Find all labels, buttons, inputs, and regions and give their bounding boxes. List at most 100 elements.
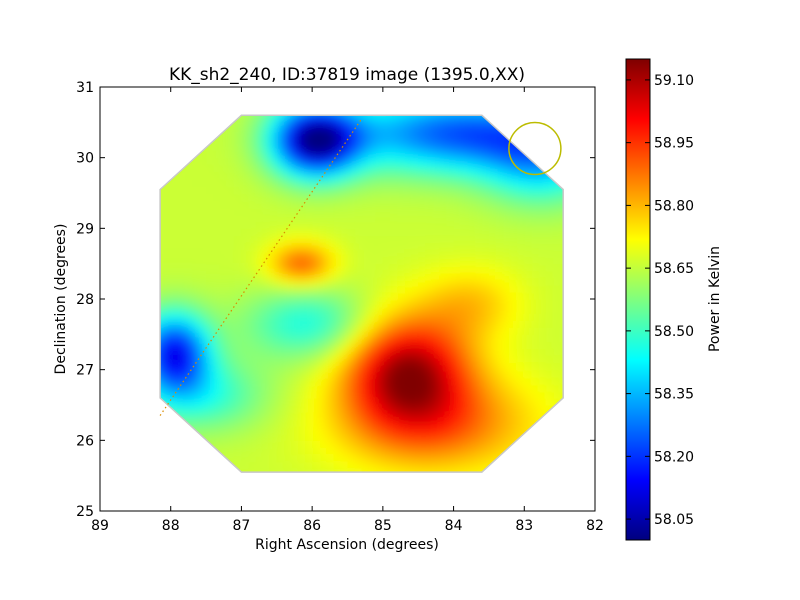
heatmap-cell [531, 228, 540, 236]
heatmap-cell [574, 426, 582, 434]
heatmap-cell [425, 150, 433, 159]
heatmap-cell [150, 179, 158, 187]
heatmap-cell [319, 291, 327, 300]
heatmap-cell [496, 171, 504, 180]
heatmap-cell [496, 221, 504, 229]
heatmap-cell [368, 200, 377, 208]
heatmap-cell [375, 263, 384, 272]
heatmap-cell [298, 228, 306, 236]
heatmap-cell [538, 348, 547, 357]
heatmap-cell [199, 426, 207, 434]
heatmap-cell [220, 115, 228, 123]
heatmap-cell [510, 355, 518, 364]
heatmap-cell [283, 284, 292, 293]
heatmap-cell [361, 355, 370, 364]
heatmap-cell [496, 397, 504, 406]
heatmap-cell [150, 476, 158, 484]
heatmap-cell [368, 376, 377, 385]
heatmap-cell [319, 426, 327, 434]
heatmap-cell [488, 185, 497, 194]
heatmap-cell [312, 355, 320, 364]
heatmap-cell [191, 405, 200, 413]
heatmap-cell [199, 412, 207, 420]
heatmap-cell [262, 214, 271, 222]
heatmap-cell [270, 476, 278, 484]
heatmap-cell [298, 454, 306, 463]
heatmap-cell [375, 433, 384, 441]
heatmap-cell [298, 263, 306, 272]
heatmap-cell [524, 299, 532, 307]
heatmap-cell [425, 200, 433, 208]
heatmap-cell [191, 185, 200, 194]
heatmap-cell [460, 277, 469, 286]
heatmap-cell [496, 348, 504, 357]
heatmap-cell [418, 390, 426, 399]
heatmap-cell [290, 412, 299, 420]
heatmap-cell [277, 101, 285, 109]
heatmap-cell [199, 122, 207, 130]
heatmap-cell [467, 122, 476, 130]
heatmap-cell [206, 185, 214, 194]
heatmap-cell [552, 277, 561, 286]
heatmap-cell [298, 200, 306, 208]
heatmap-cell [567, 327, 575, 335]
heatmap-cell [425, 362, 433, 371]
heatmap-cell [276, 150, 285, 159]
heatmap-cell [347, 313, 356, 321]
heatmap-cell [333, 383, 342, 392]
heatmap-cell [389, 263, 398, 272]
heatmap-cell [559, 405, 564, 413]
heatmap-cell [262, 185, 271, 194]
heatmap-cell [312, 249, 320, 258]
heatmap-cell [305, 157, 313, 166]
heatmap-cell [368, 235, 377, 244]
heatmap-cell [213, 207, 221, 215]
heatmap-cell [432, 447, 441, 456]
heatmap-cell [503, 171, 511, 180]
heatmap-cell [241, 341, 250, 350]
map-footprint-edge [159, 114, 564, 473]
heatmap-cell [361, 228, 370, 236]
heatmap-cell [191, 313, 200, 321]
heatmap-cell [382, 327, 391, 335]
heatmap-cell [191, 440, 200, 448]
heatmap-cell [538, 178, 547, 187]
heatmap-cell [206, 376, 214, 385]
heatmap-cell [206, 447, 214, 456]
heatmap-cell [467, 390, 476, 399]
heatmap-cell [460, 270, 469, 279]
colorbar-tick-label: 58.05 [654, 512, 694, 528]
heatmap-cell [538, 270, 547, 279]
heatmap-cell [305, 193, 313, 201]
heatmap-cell [283, 129, 292, 138]
heatmap-cell [150, 108, 158, 116]
heatmap-cell [517, 228, 525, 236]
heatmap-cell [185, 476, 193, 484]
heatmap-cell [234, 284, 243, 293]
heatmap-cell [545, 306, 554, 314]
heatmap-cell [277, 94, 285, 102]
heatmap-cell [503, 284, 511, 293]
heatmap-cell [368, 256, 377, 265]
heatmap-cell [559, 164, 564, 173]
heatmap-cell [213, 299, 221, 307]
heatmap-cell [283, 115, 292, 123]
heatmap-cell [160, 228, 165, 236]
heatmap-cell [340, 263, 349, 272]
heatmap-cell [404, 178, 412, 187]
heatmap-cell [488, 178, 497, 187]
heatmap-cell [269, 143, 278, 152]
colorbar-tick-label: 59.10 [654, 73, 694, 89]
heatmap-cell [160, 200, 165, 208]
heatmap-cell [488, 299, 497, 307]
heatmap-cell [397, 115, 405, 123]
heatmap-cell [290, 397, 299, 406]
heatmap-cell [241, 376, 250, 385]
heatmap-cell [354, 355, 363, 364]
heatmap-cell [503, 228, 511, 236]
heatmap-cell [559, 178, 564, 187]
heatmap-cell [439, 419, 448, 427]
heatmap-cell [496, 143, 504, 152]
heatmap-cell [248, 320, 257, 328]
heatmap-cell [326, 150, 334, 159]
